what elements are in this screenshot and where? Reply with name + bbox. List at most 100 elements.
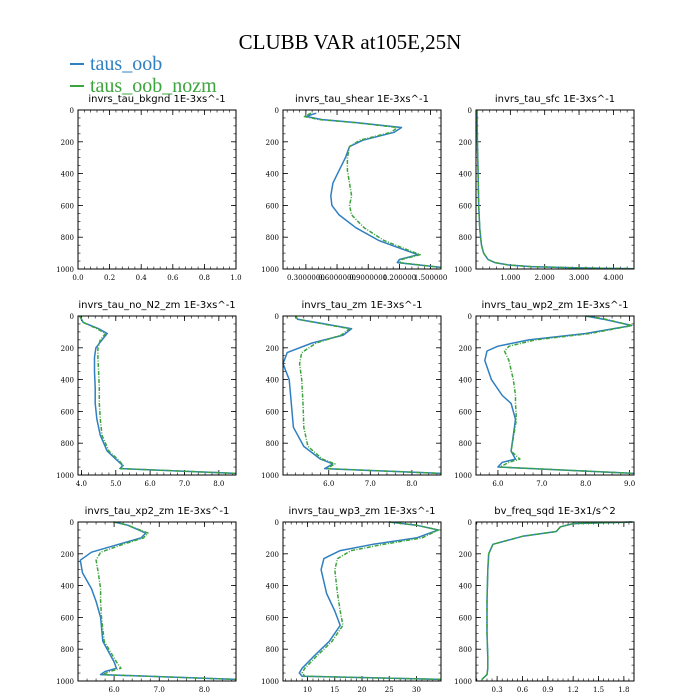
x-tick-label: 0.3000000 (287, 274, 325, 282)
y-tick-label: 0 (275, 107, 279, 115)
x-tick-label: 0.0 (72, 274, 83, 282)
x-tick-label: 0.2 (104, 274, 115, 282)
chart-panel: invrs_tau_sfc 1E-3xs^-1 0 200 400 600 800 1000… (454, 94, 635, 282)
x-tick-label: 0.9000000 (349, 274, 387, 282)
y-tick-label: 1000 (454, 472, 472, 480)
series-line (301, 521, 442, 681)
chart-panel: invrs_tau_xp2_zm 1E-3xs^-1 0 200 400 600 800 1… (56, 506, 237, 694)
x-tick-label: 8.0 (199, 686, 210, 694)
y-tick-label: 800 (459, 440, 472, 448)
x-tick-label: 8.0 (580, 480, 591, 488)
panel-title: invrs_tau_zm 1E-3xs^-1 (301, 300, 422, 311)
chart-panel: invrs_tau_shear 1E-3xs^-1 0 200 400 600 800 10… (261, 94, 447, 282)
y-tick-label: 1000 (261, 266, 279, 274)
x-tick-label: 30 (412, 686, 421, 694)
series-line (303, 112, 442, 269)
figure-title: CLUBB VAR at105E,25N (238, 30, 462, 54)
y-tick-label: 400 (61, 171, 74, 179)
x-tick-label: 1.5 (593, 686, 604, 694)
y-tick-label: 800 (61, 440, 74, 448)
panel-title: invrs_tau_shear 1E-3xs^-1 (295, 94, 429, 105)
y-tick-label: 200 (266, 551, 279, 559)
y-tick-label: 800 (266, 440, 279, 448)
chart-panel: invrs_tau_wp3_zm 1E-3xs^-1 0 200 400 600 800 1… (261, 506, 442, 694)
y-tick-label: 0 (70, 519, 74, 527)
legend-item-taus-oob: taus_oob (70, 53, 162, 75)
x-tick-label: 3.000 (569, 274, 589, 282)
plot-frame (282, 521, 442, 682)
y-tick-label: 0 (468, 107, 472, 115)
y-tick-label: 800 (266, 646, 279, 654)
x-tick-label: 7.0 (536, 480, 547, 488)
x-tick-label: 0.6 (167, 274, 179, 282)
y-tick-label: 0 (275, 313, 279, 321)
y-tick-label: 600 (61, 408, 74, 416)
plot-frame (475, 109, 635, 270)
chart-panel: invrs_tau_bkgnd 1E-3xs^-1 0 200 400 600 800 10… (56, 94, 241, 282)
plot-frame (475, 315, 635, 476)
series-line (79, 521, 237, 681)
y-tick-label: 200 (61, 551, 74, 559)
y-tick-label: 1000 (56, 678, 74, 686)
x-tick-label: 0.9 (542, 686, 553, 694)
x-tick-label: 1.0 (230, 274, 241, 282)
panel-title: bv_freq_sqd 1E-3x1/s^2 (494, 506, 616, 517)
y-tick-label: 0 (468, 313, 472, 321)
x-tick-label: 25 (385, 686, 394, 694)
x-tick-label: 20 (358, 686, 367, 694)
y-tick-label: 1000 (454, 266, 472, 274)
series-line (294, 315, 442, 475)
chart-panel: invrs_tau_no_N2_zm 1E-3xs^-1 0 200 400 600 80… (56, 300, 237, 488)
legend-label: taus_oob_nozm (90, 74, 217, 97)
x-tick-label: 6.0 (323, 480, 334, 488)
y-tick-label: 400 (459, 377, 472, 385)
y-tick-label: 600 (266, 408, 279, 416)
x-tick-label: 6.0 (492, 480, 503, 488)
x-tick-label: 0.6 (517, 686, 529, 694)
y-tick-label: 800 (61, 234, 74, 242)
x-tick-label: 1.000 (500, 274, 520, 282)
series-line (79, 315, 237, 475)
y-tick-label: 400 (266, 583, 279, 591)
legend-swatch (70, 85, 84, 87)
series-line (305, 112, 442, 269)
panel-title: invrs_tau_sfc 1E-3xs^-1 (495, 94, 615, 105)
y-tick-label: 1000 (261, 678, 279, 686)
y-tick-label: 400 (459, 583, 472, 591)
y-tick-label: 200 (459, 139, 472, 147)
y-tick-label: 600 (266, 614, 279, 622)
y-tick-label: 600 (61, 614, 74, 622)
x-tick-label: 7.0 (179, 480, 190, 488)
series-line (476, 109, 635, 270)
chart-panel: invrs_tau_wp2_zm 1E-3xs^-1 0 200 400 600 800 1… (454, 300, 635, 488)
y-tick-label: 600 (61, 202, 74, 210)
y-tick-label: 400 (61, 377, 74, 385)
y-tick-label: 1000 (56, 472, 74, 480)
y-tick-label: 400 (266, 377, 279, 385)
y-tick-label: 200 (459, 551, 472, 559)
y-tick-label: 1000 (56, 266, 74, 274)
x-tick-label: 1.8 (618, 686, 629, 694)
series-line (282, 315, 442, 475)
x-tick-label: 9.0 (624, 480, 635, 488)
x-tick-label: 1.200000 (383, 274, 416, 282)
y-tick-label: 200 (266, 345, 279, 353)
y-tick-label: 200 (61, 139, 74, 147)
panel-title: invrs_tau_wp3_zm 1E-3xs^-1 (289, 506, 436, 517)
y-tick-label: 200 (266, 139, 279, 147)
plot-frame (77, 315, 237, 476)
x-tick-label: 1.500000 (414, 274, 447, 282)
series-line (298, 521, 442, 681)
y-tick-label: 800 (459, 234, 472, 242)
panel-title: invrs_tau_no_N2_zm 1E-3xs^-1 (78, 300, 235, 311)
x-tick-label: 8.0 (406, 480, 417, 488)
series-line (499, 315, 635, 475)
y-tick-label: 1000 (454, 678, 472, 686)
plot-frame (475, 521, 635, 682)
chart-panel: bv_freq_sqd 1E-3x1/s^2 0 200 400 600 800 1000 0… (454, 506, 635, 694)
x-tick-label: 7.0 (365, 480, 376, 488)
y-tick-label: 0 (468, 519, 472, 527)
series-line (476, 109, 635, 270)
panel-title: invrs_tau_wp2_zm 1E-3xs^-1 (482, 300, 629, 311)
